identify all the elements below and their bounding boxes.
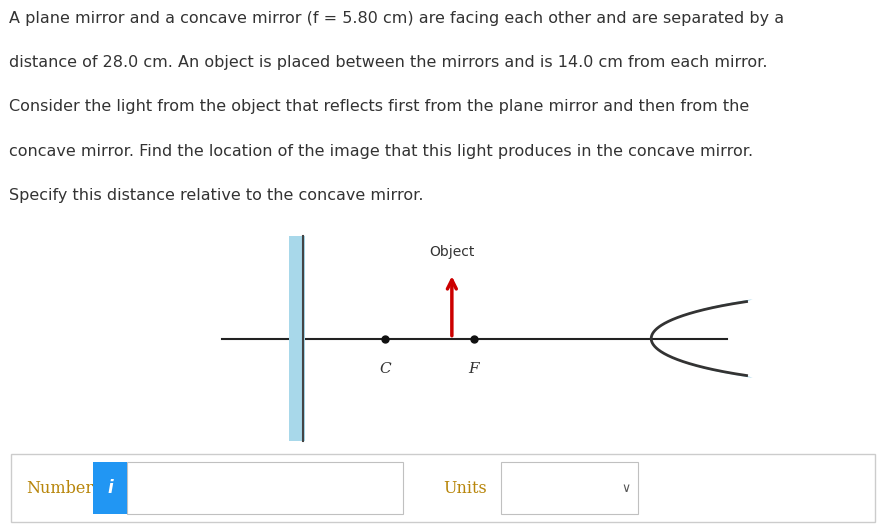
Bar	[93, 462, 127, 514]
Text: Units: Units	[443, 479, 486, 497]
Text: F: F	[469, 362, 479, 376]
Bar	[11, 453, 875, 523]
Polygon shape	[651, 299, 753, 378]
Text: C: C	[379, 362, 392, 376]
Text: ∨: ∨	[622, 481, 631, 495]
Text: concave mirror. Find the location of the image that this light produces in the c: concave mirror. Find the location of the…	[9, 144, 753, 159]
Bar	[127, 462, 403, 514]
Text: Specify this distance relative to the concave mirror.: Specify this distance relative to the co…	[9, 188, 424, 203]
Text: i: i	[107, 479, 113, 497]
Bar	[501, 462, 638, 514]
Text: Object: Object	[429, 245, 475, 259]
Text: distance of 28.0 cm. An object is placed between the mirrors and is 14.0 cm from: distance of 28.0 cm. An object is placed…	[9, 55, 767, 70]
Text: Consider the light from the object that reflects first from the plane mirror and: Consider the light from the object that …	[9, 99, 749, 114]
Text: A plane mirror and a concave mirror (f = 5.80 cm) are facing each other and are : A plane mirror and a concave mirror (f =…	[9, 11, 784, 25]
Bar	[289, 236, 305, 441]
Text: Number: Number	[27, 479, 94, 497]
